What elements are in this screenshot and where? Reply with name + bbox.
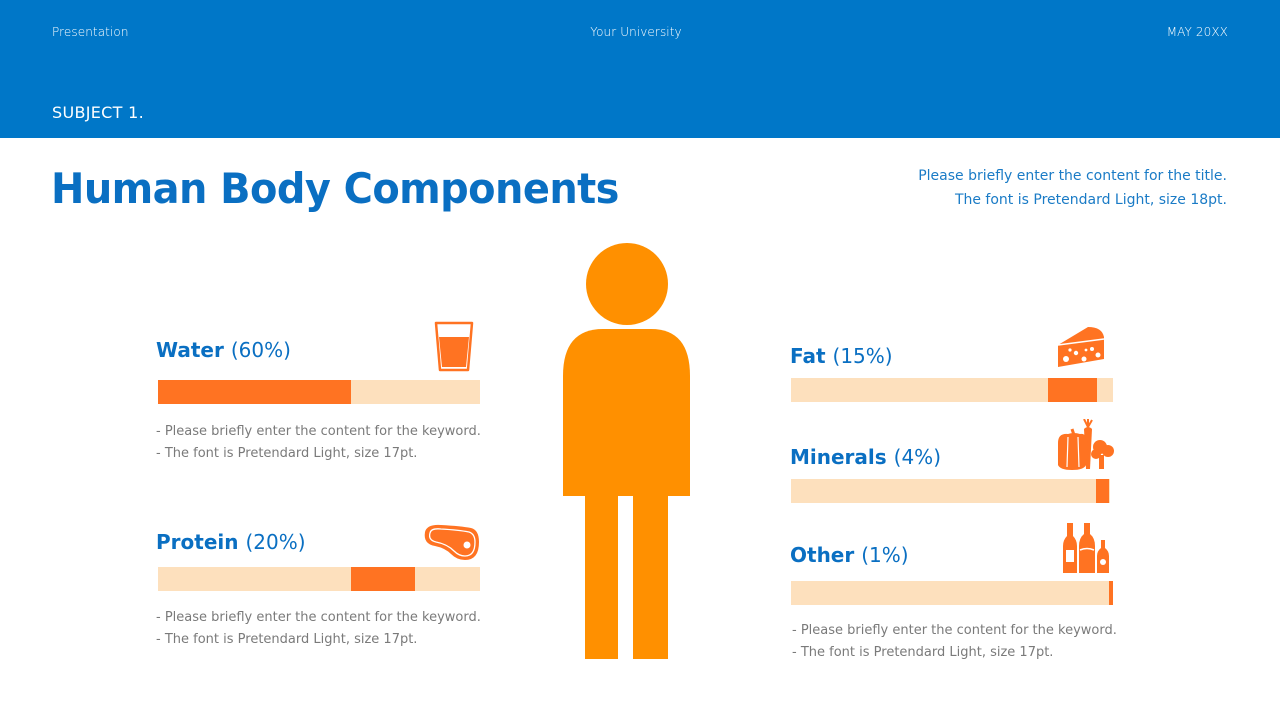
title-description-line-2: The font is Pretendard Light, size 18pt. <box>954 192 1227 208</box>
water-label: Water (60%) <box>156 338 291 362</box>
title-description: Please briefly enter the content for the… <box>918 164 1227 212</box>
protein-bar-fill <box>351 567 415 591</box>
protein-label: Protein (20%) <box>156 530 306 554</box>
title-description-line-1: Please briefly enter the content for the… <box>918 168 1227 184</box>
steak-icon <box>424 524 479 560</box>
fat-label: Fat (15%) <box>790 344 893 368</box>
page-title: Human Body Components <box>51 164 619 213</box>
protein-description: - Please briefly enter the content for t… <box>156 610 481 647</box>
header-banner: Presentation Your University MAY 20XX SU… <box>0 0 1280 138</box>
human-figure-icon <box>563 243 690 659</box>
minerals-bar-fill <box>1096 479 1109 503</box>
other-bar <box>791 581 1113 605</box>
minerals-bar <box>791 479 1110 503</box>
fat-bar <box>791 378 1113 402</box>
water-bar <box>158 380 480 404</box>
subject-label: SUBJECT 1. <box>52 103 144 122</box>
bottles-icon <box>1063 523 1109 573</box>
header-university-label: Your University <box>590 25 682 39</box>
glass-of-water-icon <box>434 321 474 372</box>
water-description: - Please briefly enter the content for t… <box>156 424 481 461</box>
other-label: Other (1%) <box>790 543 909 567</box>
other-description: - Please briefly enter the content for t… <box>792 623 1117 660</box>
protein-bar <box>158 567 480 591</box>
other-bar-fill <box>1109 581 1113 605</box>
fat-bar-fill <box>1048 378 1097 402</box>
minerals-label: Minerals (4%) <box>790 445 941 469</box>
cheese-icon <box>1057 327 1105 367</box>
header-presentation-label: Presentation <box>52 25 129 39</box>
water-bar-fill <box>158 380 351 404</box>
header-date-label: MAY 20XX <box>1166 25 1228 39</box>
vegetables-icon <box>1058 419 1114 470</box>
